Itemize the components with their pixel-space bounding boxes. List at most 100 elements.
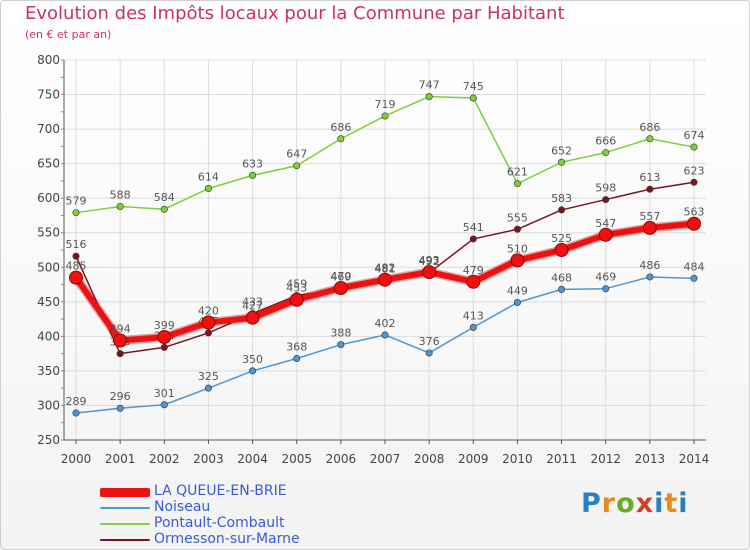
legend-item: Noiseau <box>100 499 360 516</box>
line-chart: 250 300 350 400 450 500 550 600 650 700 750 800 2000… <box>37 53 710 466</box>
data-label: 301 <box>154 387 175 400</box>
data-point <box>160 401 168 409</box>
data-label: 686 <box>330 121 351 134</box>
data-point <box>249 171 257 179</box>
data-label: 469 <box>595 271 616 284</box>
data-point <box>690 178 698 186</box>
legend-swatch <box>100 539 150 541</box>
data-point <box>333 281 348 295</box>
data-point <box>554 243 569 257</box>
data-label: 350 <box>242 353 263 366</box>
x-tick-label: 2002 <box>149 452 180 466</box>
y-tick-label: 450 <box>37 295 60 309</box>
legend-label: Ormesson-sur-Marne <box>154 531 300 547</box>
data-label: 427 <box>242 300 263 313</box>
legend-item: Ormesson-sur-Marne <box>100 531 360 548</box>
data-label: 459 <box>286 278 307 291</box>
data-point <box>204 329 212 337</box>
data-point <box>469 235 477 243</box>
data-label: 623 <box>684 164 705 177</box>
data-label: 449 <box>507 285 528 298</box>
data-label: 468 <box>551 271 572 284</box>
data-point <box>469 323 477 331</box>
chart-legend: LA QUEUE-EN-BRIE Noiseau Pontault-Combault… <box>100 483 360 548</box>
data-label: 686 <box>639 121 660 134</box>
data-point <box>160 205 168 213</box>
x-tick-label: 2005 <box>281 452 312 466</box>
proxiti-logo: Proxiti <box>581 488 689 519</box>
x-tick-label: 2008 <box>414 452 445 466</box>
data-point <box>160 343 168 351</box>
x-tick-label: 2014 <box>679 452 710 466</box>
x-tick-label: 2007 <box>370 452 401 466</box>
data-point <box>289 292 304 307</box>
data-label: 492 <box>419 255 440 268</box>
data-point <box>113 333 128 348</box>
data-point <box>466 274 481 289</box>
data-point <box>602 285 610 293</box>
data-point <box>646 273 654 281</box>
x-tick-label: 2011 <box>546 452 577 466</box>
data-label: 633 <box>242 157 263 170</box>
legend-label: LA QUEUE-EN-BRIE <box>154 483 287 499</box>
data-point <box>293 162 301 170</box>
y-tick-label: 700 <box>37 122 60 136</box>
data-point <box>642 220 657 235</box>
data-label: 413 <box>463 309 484 322</box>
data-label: 289 <box>66 395 87 408</box>
data-label: 482 <box>375 262 396 275</box>
data-label: 296 <box>110 390 131 403</box>
y-tick-label: 750 <box>37 88 60 102</box>
x-tick-label: 2001 <box>105 452 136 466</box>
data-point <box>201 315 216 330</box>
y-tick-label: 600 <box>37 191 60 205</box>
data-label: 674 <box>684 129 705 142</box>
data-label: 621 <box>507 166 528 179</box>
data-point <box>116 350 124 358</box>
y-tick-label: 400 <box>37 329 60 343</box>
data-point <box>337 341 345 349</box>
data-point <box>381 331 389 339</box>
data-point <box>602 149 610 157</box>
data-label: 563 <box>684 206 705 219</box>
y-tick-label: 650 <box>37 157 60 171</box>
data-point <box>337 135 345 143</box>
data-point <box>425 349 433 357</box>
data-label: 647 <box>286 148 307 161</box>
data-point <box>72 252 80 260</box>
data-point <box>381 112 389 120</box>
data-label: 469 <box>330 271 351 284</box>
data-point <box>687 216 701 231</box>
data-label: 557 <box>639 210 660 223</box>
data-point <box>646 135 654 143</box>
data-label: 485 <box>66 260 87 273</box>
data-label: 402 <box>375 317 396 330</box>
data-label: 433 <box>242 296 263 309</box>
legend-swatch <box>100 488 150 497</box>
data-point <box>690 143 698 151</box>
data-point <box>513 299 521 307</box>
data-label: 666 <box>595 135 616 148</box>
x-tick-label: 2013 <box>635 452 666 466</box>
data-label: 745 <box>463 80 484 93</box>
data-point <box>558 158 566 166</box>
data-label: 486 <box>639 259 660 272</box>
data-point <box>157 330 172 345</box>
data-label: 588 <box>110 188 131 201</box>
data-label: 598 <box>595 182 616 195</box>
data-label: 579 <box>66 195 87 208</box>
x-tick-label: 2003 <box>193 452 224 466</box>
data-point <box>72 409 80 417</box>
x-tick-label: 2000 <box>61 452 92 466</box>
data-label: 388 <box>330 327 351 340</box>
y-tick-label: 800 <box>37 53 60 67</box>
data-point <box>249 367 257 375</box>
data-label: 470 <box>330 270 351 283</box>
x-tick-label: 2012 <box>590 452 621 466</box>
data-point <box>513 180 521 188</box>
chart-subtitle: (en € et par an) <box>25 28 112 41</box>
data-point <box>116 202 124 210</box>
data-label: 614 <box>198 171 219 184</box>
data-point <box>646 185 654 193</box>
data-label: 479 <box>463 264 484 277</box>
